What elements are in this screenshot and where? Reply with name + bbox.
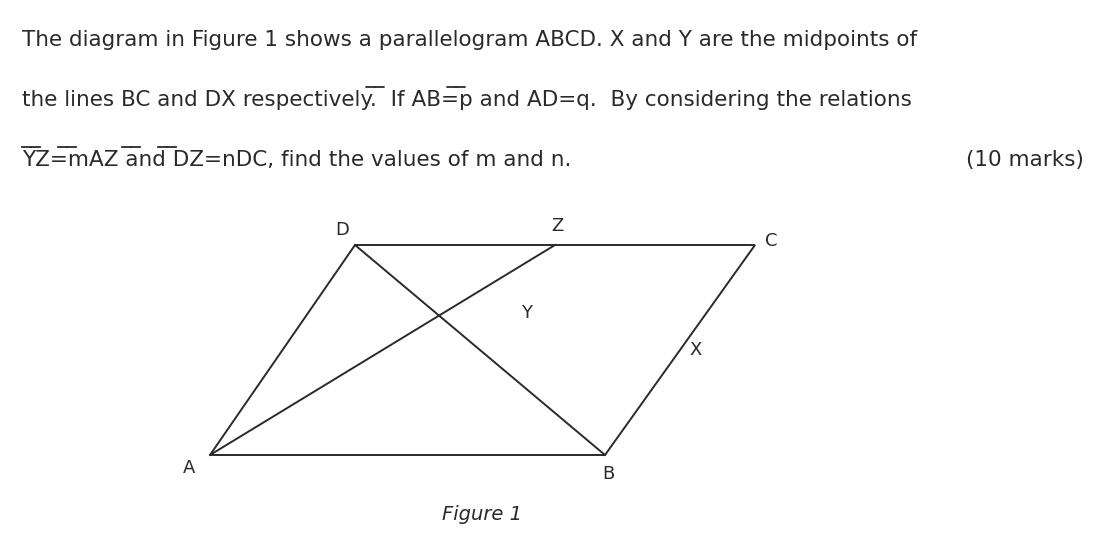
Text: Z: Z [551,217,564,235]
Text: (10 marks): (10 marks) [967,150,1084,170]
Text: The diagram in Figure 1 shows a parallelogram ABCD. X and Y are the midpoints of: The diagram in Figure 1 shows a parallel… [22,30,917,50]
Text: Y: Y [521,303,532,322]
Text: the lines BC and DX respectively.  If AB=p and AD=q.  By considering the relatio: the lines BC and DX respectively. If AB=… [22,90,911,110]
Text: A: A [184,459,196,477]
Text: Figure 1: Figure 1 [442,505,522,524]
Text: X: X [690,341,702,359]
Text: B: B [603,464,615,483]
Text: C: C [764,232,778,250]
Text: D: D [335,221,349,239]
Text: YZ=mAZ and DZ=nDC, find the values of m and n.: YZ=mAZ and DZ=nDC, find the values of m … [22,150,572,170]
